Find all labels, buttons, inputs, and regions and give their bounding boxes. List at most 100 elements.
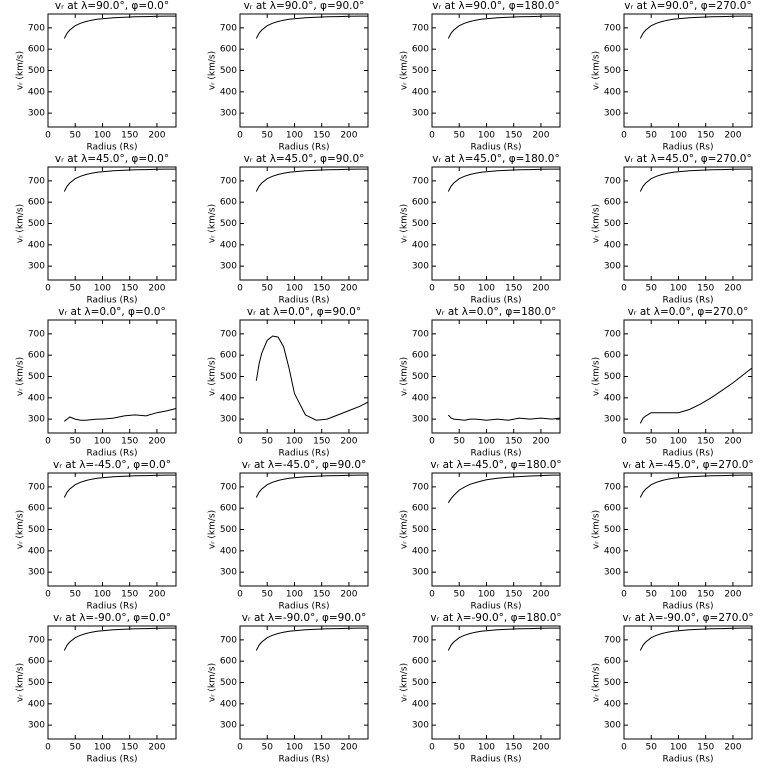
y-tick-label: 600 [604,198,621,208]
chart-title: vᵣ at λ=0.0°, φ=270.0° [628,306,749,318]
x-axis-label: Radius (Rs) [278,449,329,459]
y-tick-label: 400 [220,240,237,250]
x-tick-label: 0 [621,743,627,753]
plot-frame [623,319,753,434]
plot-frame [47,13,177,128]
y-tick-label: 500 [412,219,429,229]
y-tick-label: 400 [412,699,429,709]
x-tick-label: 0 [237,437,243,447]
y-tick-label: 600 [412,504,429,514]
x-tick-label: 200 [148,284,165,294]
y-tick-label: 600 [28,198,45,208]
plot-frame [431,13,561,128]
x-tick-label: 100 [286,743,303,753]
x-tick-label: 150 [505,131,522,141]
data-line [639,627,752,651]
x-tick-label: 150 [121,284,138,294]
x-axis-label: Radius (Rs) [662,602,713,612]
plot-frame [431,166,561,281]
x-tick-label: 0 [429,131,435,141]
y-tick-label: 300 [220,415,237,425]
data-line [63,627,176,651]
x-tick-label: 200 [724,743,741,753]
x-axis-label: Radius (Rs) [470,602,521,612]
plot-frame [431,472,561,587]
data-line [447,15,560,39]
y-tick-label: 400 [220,87,237,97]
x-tick-label: 150 [697,437,714,447]
x-tick-label: 200 [532,743,549,753]
y-tick-label: 400 [28,240,45,250]
x-tick-label: 50 [262,131,274,141]
x-axis-label: Radius (Rs) [86,449,137,459]
y-axis-label: vᵣ (km/s) [592,357,602,396]
y-tick-label: 500 [604,525,621,535]
y-tick-label: 600 [28,504,45,514]
x-tick-label: 50 [454,284,466,294]
y-tick-label: 400 [604,546,621,556]
y-tick-label: 700 [412,176,429,186]
x-tick-label: 100 [478,590,495,600]
plot-frame [47,472,177,587]
y-tick-label: 300 [28,568,45,578]
y-tick-label: 500 [220,372,237,382]
y-tick-label: 300 [412,415,429,425]
data-line [255,627,368,651]
y-tick-label: 500 [412,66,429,76]
x-tick-label: 150 [697,284,714,294]
y-axis-label: vᵣ (km/s) [16,357,26,396]
x-tick-label: 50 [646,743,658,753]
y-tick-label: 300 [220,568,237,578]
x-tick-label: 50 [262,284,274,294]
y-tick-label: 500 [604,372,621,382]
x-tick-label: 200 [724,284,741,294]
y-tick-label: 300 [604,568,621,578]
plot-frame [239,166,369,281]
y-tick-label: 700 [412,635,429,645]
chart-title: vᵣ at λ=45.0°, φ=0.0° [55,153,169,165]
x-tick-label: 200 [724,131,741,141]
y-tick-label: 300 [412,109,429,119]
x-tick-label: 200 [340,590,357,600]
y-axis-label: vᵣ (km/s) [400,204,410,243]
y-tick-label: 400 [412,87,429,97]
x-tick-label: 50 [646,131,658,141]
y-tick-label: 400 [220,546,237,556]
plot-frame [623,166,753,281]
data-line [255,474,368,498]
y-tick-label: 400 [604,699,621,709]
y-tick-label: 500 [28,525,45,535]
x-tick-label: 100 [478,131,495,141]
x-axis-label: Radius (Rs) [86,143,137,153]
y-tick-label: 600 [412,657,429,667]
y-axis-label: vᵣ (km/s) [208,51,218,90]
y-tick-label: 300 [28,721,45,731]
x-axis-label: Radius (Rs) [470,449,521,459]
y-tick-label: 500 [604,219,621,229]
y-tick-label: 300 [604,262,621,272]
x-tick-label: 200 [148,743,165,753]
x-tick-label: 100 [286,131,303,141]
chart-title: vᵣ at λ=-45.0°, φ=90.0° [242,459,367,471]
y-tick-label: 300 [604,109,621,119]
x-tick-label: 150 [505,437,522,447]
x-axis-label: Radius (Rs) [86,296,137,306]
y-tick-label: 500 [28,372,45,382]
y-tick-label: 500 [604,678,621,688]
y-tick-label: 700 [28,482,45,492]
x-axis-label: Radius (Rs) [470,143,521,153]
x-tick-label: 100 [94,284,111,294]
chart-title: vᵣ at λ=-90.0°, φ=270.0° [622,612,753,624]
x-tick-label: 150 [505,590,522,600]
y-tick-label: 600 [220,657,237,667]
chart-title: vᵣ at λ=90.0°, φ=0.0° [55,0,169,12]
y-axis-label: vᵣ (km/s) [592,51,602,90]
y-tick-label: 600 [604,45,621,55]
y-tick-label: 700 [220,176,237,186]
x-tick-label: 100 [670,131,687,141]
chart-title: vᵣ at λ=-90.0°, φ=0.0° [53,612,171,624]
x-tick-label: 150 [697,590,714,600]
x-tick-label: 100 [670,743,687,753]
